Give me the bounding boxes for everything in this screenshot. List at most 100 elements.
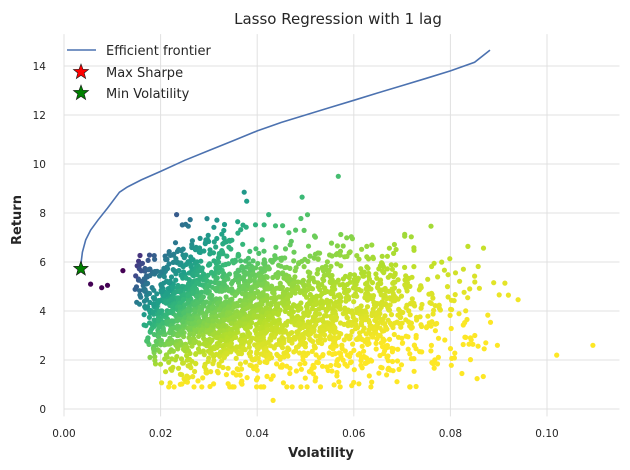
portfolio-point bbox=[150, 301, 156, 307]
portfolio-point bbox=[381, 328, 387, 334]
portfolio-point bbox=[368, 384, 374, 390]
portfolio-point bbox=[141, 298, 147, 304]
portfolio-point bbox=[255, 260, 261, 267]
portfolio-point bbox=[298, 366, 304, 372]
portfolio-point bbox=[185, 308, 191, 314]
portfolio-point bbox=[155, 299, 161, 305]
portfolio-point bbox=[460, 341, 466, 348]
portfolio-point bbox=[373, 271, 379, 277]
portfolio-point bbox=[252, 222, 259, 228]
portfolio-point bbox=[151, 331, 157, 338]
portfolio-point bbox=[208, 338, 214, 344]
portfolio-point bbox=[369, 379, 375, 385]
portfolio-point bbox=[371, 326, 377, 333]
portfolio-point bbox=[220, 364, 226, 371]
portfolio-point bbox=[170, 364, 176, 370]
portfolio-point bbox=[329, 253, 335, 259]
portfolio-point bbox=[198, 258, 204, 264]
portfolio-point bbox=[308, 285, 314, 291]
y-tick-label: 2 bbox=[39, 355, 46, 367]
portfolio-point bbox=[152, 268, 158, 275]
portfolio-point bbox=[311, 323, 317, 329]
portfolio-point bbox=[291, 334, 297, 340]
portfolio-point bbox=[314, 359, 320, 365]
portfolio-point bbox=[384, 372, 390, 378]
portfolio-point bbox=[210, 322, 216, 328]
portfolio-point bbox=[359, 343, 365, 349]
portfolio-point bbox=[180, 296, 187, 303]
portfolio-point bbox=[192, 368, 198, 375]
portfolio-point bbox=[180, 246, 186, 252]
portfolio-point bbox=[219, 231, 225, 237]
portfolio-point bbox=[332, 315, 338, 321]
y-tick-label: 14 bbox=[33, 61, 47, 73]
portfolio-point bbox=[428, 300, 434, 306]
portfolio-point bbox=[235, 253, 241, 259]
portfolio-point bbox=[411, 368, 417, 374]
portfolio-point bbox=[261, 260, 267, 266]
portfolio-point bbox=[186, 375, 192, 381]
portfolio-point bbox=[256, 250, 262, 256]
portfolio-point bbox=[194, 280, 201, 286]
portfolio-point bbox=[341, 286, 347, 292]
portfolio-point bbox=[206, 300, 213, 306]
portfolio-point bbox=[296, 261, 302, 267]
portfolio-point bbox=[252, 284, 258, 290]
portfolio-point bbox=[189, 238, 195, 244]
portfolio-point bbox=[141, 312, 147, 318]
portfolio-point bbox=[318, 299, 324, 305]
portfolio-point bbox=[314, 301, 320, 307]
portfolio-point bbox=[476, 285, 482, 291]
portfolio-point bbox=[143, 323, 149, 329]
portfolio-point bbox=[302, 375, 308, 381]
portfolio-point bbox=[386, 336, 393, 342]
portfolio-point bbox=[232, 292, 238, 298]
portfolio-point bbox=[255, 313, 261, 319]
portfolio-point bbox=[434, 320, 440, 327]
portfolio-point bbox=[298, 215, 304, 222]
portfolio-point bbox=[219, 288, 225, 294]
portfolio-point bbox=[430, 311, 436, 317]
portfolio-point bbox=[181, 269, 187, 275]
portfolio-point bbox=[265, 266, 271, 272]
portfolio-point bbox=[295, 279, 301, 285]
portfolio-point bbox=[266, 212, 272, 218]
portfolio-point bbox=[185, 299, 191, 305]
portfolio-point bbox=[152, 357, 158, 364]
portfolio-point bbox=[221, 302, 227, 308]
portfolio-point bbox=[464, 316, 470, 323]
portfolio-point bbox=[218, 338, 224, 344]
portfolio-point bbox=[343, 310, 349, 316]
x-tick-label: 0.08 bbox=[439, 428, 462, 440]
portfolio-point bbox=[304, 384, 310, 390]
portfolio-point bbox=[244, 375, 250, 381]
portfolio-point bbox=[166, 384, 172, 390]
portfolio-point bbox=[233, 334, 239, 340]
portfolio-point bbox=[313, 333, 319, 339]
portfolio-point bbox=[351, 367, 357, 373]
portfolio-point bbox=[363, 286, 369, 292]
portfolio-point bbox=[260, 341, 266, 347]
portfolio-point bbox=[145, 257, 151, 263]
portfolio-point bbox=[325, 299, 331, 305]
portfolio-point bbox=[445, 272, 451, 278]
portfolio-point bbox=[309, 348, 315, 354]
portfolio-point bbox=[505, 292, 511, 298]
portfolio-point bbox=[193, 361, 199, 367]
portfolio-point bbox=[228, 343, 234, 349]
portfolio-point bbox=[361, 348, 367, 354]
portfolio-point bbox=[207, 251, 213, 257]
portfolio-point bbox=[334, 373, 340, 379]
portfolio-point bbox=[425, 313, 431, 319]
portfolio-point bbox=[250, 258, 256, 264]
legend-star-green bbox=[72, 84, 90, 101]
portfolio-point bbox=[194, 259, 200, 265]
portfolio-point bbox=[191, 384, 197, 390]
portfolio-point bbox=[465, 295, 471, 301]
portfolio-point bbox=[145, 267, 151, 273]
portfolio-point bbox=[249, 295, 256, 301]
portfolio-point bbox=[204, 370, 210, 376]
portfolio-point bbox=[286, 337, 292, 343]
portfolio-point bbox=[301, 324, 307, 330]
portfolio-point bbox=[136, 301, 143, 307]
